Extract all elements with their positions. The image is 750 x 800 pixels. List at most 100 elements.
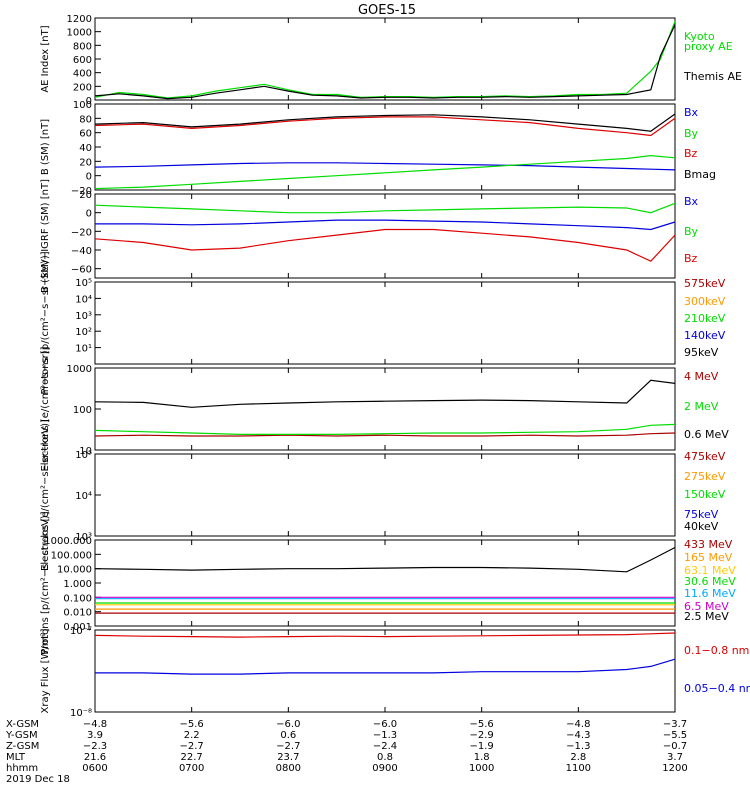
- xaxis-cell: −5.5: [663, 730, 687, 741]
- xaxis-cell: 0600: [82, 763, 107, 774]
- legend-label: 475keV: [684, 450, 726, 463]
- xaxis-cell: −5.6: [470, 719, 494, 730]
- legend-label: 2 MeV: [684, 400, 719, 413]
- y-tick-label: 100: [73, 100, 92, 111]
- xaxis-cell: 3.9: [87, 730, 103, 741]
- y-tick-label: 10⁻⁸: [70, 708, 92, 719]
- panel-frame: [94, 17, 676, 101]
- legend-label: By: [684, 225, 699, 238]
- xaxis-cell: 1100: [566, 763, 591, 774]
- y-tick-label: 10⁵: [75, 450, 92, 461]
- panel-frame: [94, 453, 676, 537]
- y-axis-label: B (SM)−IGRF (SM) [nT]: [40, 179, 51, 293]
- xaxis-cell: −2.4: [373, 741, 397, 752]
- legend-label: Themis AE: [683, 70, 742, 83]
- y-tick-label: 800: [73, 41, 92, 52]
- y-axis-label: B (SM) [nT]: [40, 119, 51, 175]
- panel-frame: [94, 367, 676, 451]
- series-line-by: [94, 154, 676, 190]
- y-tick-label: 10⁻⁷: [70, 626, 92, 637]
- legend-label: 150keV: [684, 488, 726, 501]
- y-tick-label: 1.000: [63, 579, 92, 590]
- y-tick-label: −60: [71, 265, 92, 276]
- y-tick-label: 100.000: [51, 550, 92, 561]
- xaxis-cell: −2.9: [470, 730, 494, 741]
- y-tick-label: 10¹: [75, 344, 92, 355]
- legend-label: 75keV: [684, 508, 719, 521]
- series-line-0-6-mev: [94, 379, 676, 408]
- figure-title: GOES-15: [358, 3, 416, 18]
- y-tick-label: 0.100: [63, 593, 92, 604]
- legend-label: 575keV: [684, 277, 726, 290]
- legend-label: proxy AE: [684, 40, 733, 53]
- y-tick-label: 10⁴: [75, 294, 92, 305]
- legend-label: 30.6 MeV: [684, 575, 736, 588]
- series-line-bmag: [94, 113, 676, 132]
- xaxis-cell: −6.0: [373, 719, 397, 730]
- legend-label: Bx: [684, 195, 699, 208]
- xaxis-cell: −4.8: [83, 719, 107, 730]
- xaxis-row-label: MLT: [6, 752, 26, 763]
- series-line-2-5-mev: [94, 546, 676, 573]
- legend-label: Bz: [684, 147, 698, 160]
- xaxis-row-label: Y-GSM: [5, 730, 38, 741]
- xaxis-cell: −1.9: [470, 741, 494, 752]
- y-tick-label: 10³: [75, 311, 92, 322]
- xaxis-row-label: hhmm: [6, 763, 38, 774]
- xaxis-row-label: Z-GSM: [6, 741, 39, 752]
- y-axis-label: Electrons [e/(cm²−s−sr−keV)]: [40, 419, 51, 571]
- panel-6: 10³ 10⁴ 10⁵ Electrons [e/(cm²−s−sr−keV)] 475…: [40, 419, 726, 571]
- y-tick-label: 0.001: [63, 622, 92, 633]
- y-tick-label: 1200: [67, 14, 92, 25]
- legend-label: Kyoto: [684, 30, 715, 43]
- legend-label: 210keV: [684, 312, 726, 325]
- y-tick-label: 1000.000: [44, 536, 92, 547]
- y-tick-label: 0: [86, 96, 92, 107]
- xaxis-cell: 23.7: [277, 752, 299, 763]
- y-axis-label: AE Index [nT]: [40, 25, 51, 92]
- xaxis-cell: 0700: [179, 763, 204, 774]
- y-tick-label: 0.010: [63, 608, 92, 619]
- xaxis-row-label: X-GSM: [6, 719, 39, 730]
- xaxis-date: 2019 Dec 18: [6, 774, 70, 785]
- y-tick-label: 10: [79, 446, 92, 457]
- y-tick-label: 20: [79, 157, 92, 168]
- y-axis-label: Protons [p/(cm²−s−sr−keV)]: [40, 511, 51, 654]
- xaxis-cell: 2.8: [570, 752, 586, 763]
- panel-4: 10¹ 10² 10³ 10⁴ 10⁵ Protons [p/(cm²−s−sr−keV)…: [40, 251, 726, 394]
- legend-label: 2.5 MeV: [684, 610, 729, 623]
- panel-frame: [94, 281, 676, 365]
- xaxis-cell: −0.7: [663, 741, 687, 752]
- legend-label: 0.1−0.8 nm: [684, 644, 749, 657]
- y-tick-label: 400: [73, 69, 92, 80]
- xaxis-cell: −2.7: [180, 741, 204, 752]
- series-line-bz: [94, 116, 676, 137]
- series-line-kyoto-proxy-ae: [94, 21, 676, 99]
- legend-label: By: [684, 127, 699, 140]
- y-tick-label: 10²: [75, 327, 92, 338]
- series-line-bx: [95, 219, 676, 231]
- xaxis-cell: 0.6: [280, 730, 296, 741]
- xaxis-cell: −3.7: [663, 719, 687, 730]
- series-line-themis-ae: [94, 24, 676, 100]
- y-tick-label: 10³: [75, 532, 92, 543]
- legend-label: 433 MeV: [684, 538, 733, 551]
- y-tick-label: 200: [73, 82, 92, 93]
- xaxis-cell: 21.6: [84, 752, 106, 763]
- y-tick-label: 1000: [67, 28, 92, 39]
- legend-label: 6.5 MeV: [684, 600, 729, 613]
- xaxis-cell: −2.3: [83, 741, 107, 752]
- y-tick-label: 20: [79, 190, 92, 201]
- y-tick-label: 10.000: [57, 565, 92, 576]
- series-line-by: [94, 202, 676, 214]
- panel-7: 0.001 0.010 0.100 1.000 10.000 100.000 1000.00…: [40, 511, 736, 654]
- legend-label: 11.6 MeV: [684, 587, 736, 600]
- legend-label: 165 MeV: [684, 551, 733, 564]
- legend-label: Bz: [684, 252, 698, 265]
- legend-label: 0.05−0.4 nm: [684, 682, 750, 695]
- series-line-bx: [94, 162, 676, 171]
- series-line-0-05-0-4-nm: [95, 658, 676, 675]
- series-line-2-mev: [94, 423, 676, 435]
- y-tick-label: −20: [71, 227, 92, 238]
